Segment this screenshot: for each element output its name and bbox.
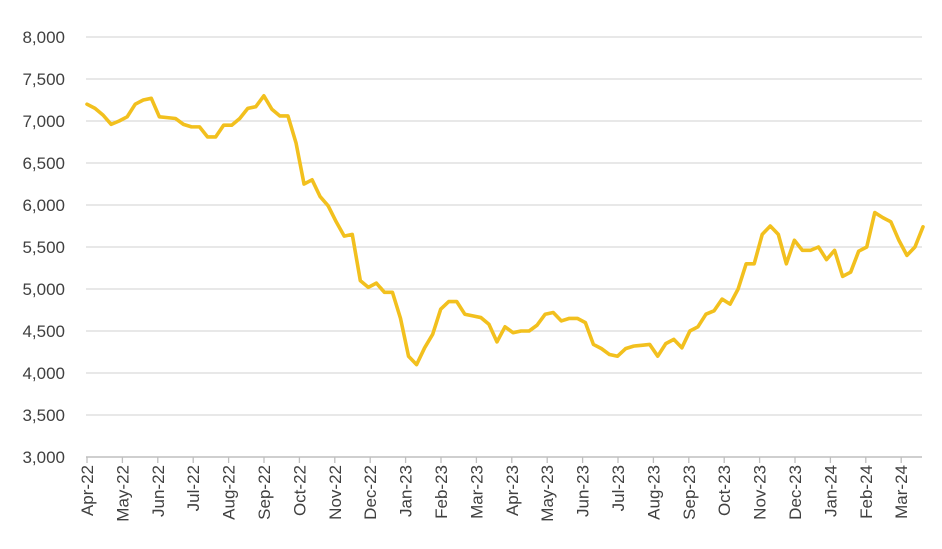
x-tick-label: Oct-22: [290, 465, 309, 516]
x-tick-label: Jun-22: [149, 465, 168, 517]
y-axis-tick-labels: 3,000 3,500 4,000 4,500 5,000 5,500 6,000 6,500…: [22, 28, 65, 467]
y-tick-label: 8,000: [22, 28, 65, 47]
series-layer: [85, 94, 925, 367]
x-tick-label: Jan-24: [821, 465, 840, 517]
x-tick-label: Aug-23: [644, 465, 663, 520]
x-tick-label: Feb-24: [857, 465, 876, 519]
y-tick-label: 6,000: [22, 196, 65, 215]
series-line: [85, 94, 925, 367]
x-tick-label: Mar-23: [467, 465, 486, 519]
x-tick-label: Aug-22: [220, 465, 239, 520]
y-tick-label: 5,000: [22, 280, 65, 299]
x-tick-label: Sep-23: [680, 465, 699, 520]
x-axis: Apr-22 May-22 Jun-22 Jul-22 Aug-22 Sep-22 Oct-…: [78, 456, 922, 522]
y-tick-label: 3,000: [22, 448, 65, 467]
x-tick-label: May-22: [113, 465, 132, 522]
x-tick-label: Sep-22: [255, 465, 274, 520]
x-tick-label: Nov-22: [326, 465, 345, 520]
x-tick-label: Oct-23: [715, 465, 734, 516]
x-tick-label: Feb-23: [432, 465, 451, 519]
x-tick-label: Apr-22: [78, 465, 97, 516]
gridlines: [86, 36, 922, 416]
x-tick-label: Nov-23: [751, 465, 770, 520]
y-tick-label: 6,500: [22, 154, 65, 173]
x-tick-label: Mar-24: [892, 465, 911, 519]
x-tick-label: Jun-23: [574, 465, 593, 517]
x-tick-label: Dec-22: [361, 465, 380, 520]
y-tick-label: 7,000: [22, 112, 65, 131]
x-tick-label: Apr-23: [503, 465, 522, 516]
y-tick-label: 4,000: [22, 364, 65, 383]
x-tick-label: Dec-23: [786, 465, 805, 520]
x-tick-label: Jul-22: [184, 465, 203, 511]
y-tick-label: 5,500: [22, 238, 65, 257]
x-tick-label: May-23: [538, 465, 557, 522]
x-tick-label: Jan-23: [397, 465, 416, 517]
y-tick-label: 3,500: [22, 406, 65, 425]
y-tick-label: 7,500: [22, 70, 65, 89]
x-tick-label: Jul-23: [609, 465, 628, 511]
y-tick-label: 4,500: [22, 322, 65, 341]
